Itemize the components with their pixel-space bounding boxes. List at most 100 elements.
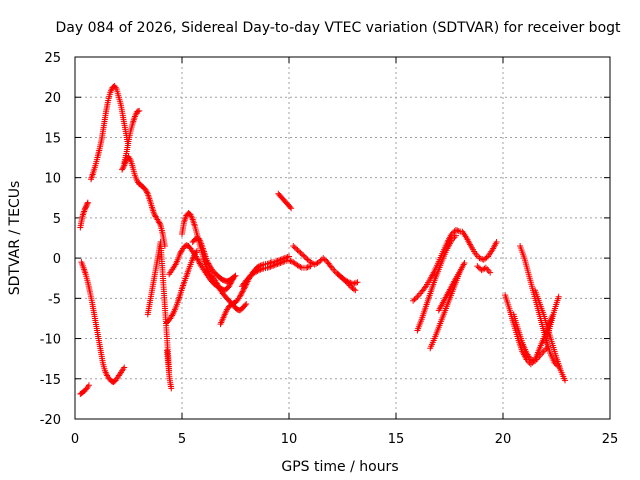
data-point — [411, 296, 418, 303]
data-point — [288, 205, 295, 212]
data-point — [268, 263, 275, 270]
data-markers — [77, 82, 569, 398]
data-point — [303, 255, 310, 262]
y-tick-label: 20 — [44, 91, 61, 106]
data-point — [205, 260, 212, 267]
data-point — [156, 220, 163, 227]
data-point — [410, 297, 417, 304]
data-point — [297, 263, 304, 270]
data-point — [287, 204, 294, 211]
chart-title: Day 084 of 2026, Sidereal Day-to-day VTE… — [55, 20, 621, 36]
series-seg9 — [164, 347, 175, 392]
data-point — [412, 295, 419, 302]
data-point — [351, 280, 358, 287]
data-point — [479, 256, 486, 263]
series-seg23 — [459, 228, 500, 263]
data-point — [144, 189, 151, 196]
data-point — [196, 260, 203, 267]
series-seg7 — [136, 180, 168, 250]
data-point — [530, 357, 537, 364]
series-seg13 — [189, 235, 239, 285]
x-axis-label: GPS time / hours — [281, 459, 398, 475]
data-point — [242, 302, 249, 309]
data-point — [452, 232, 459, 239]
data-point — [143, 188, 150, 195]
data-point — [239, 288, 246, 295]
series-seg28 — [532, 287, 569, 384]
series-seg20 — [414, 232, 459, 334]
data-point — [298, 251, 305, 258]
data-point — [481, 265, 488, 272]
data-point — [267, 263, 274, 270]
data-point — [84, 200, 91, 207]
x-tick-label: 20 — [495, 432, 512, 447]
data-point — [193, 247, 200, 254]
y-tick-label: 0 — [53, 252, 61, 267]
data-point — [151, 212, 158, 219]
data-point — [168, 385, 175, 392]
data-point — [194, 256, 201, 263]
data-point — [562, 377, 569, 384]
series-seg24 — [474, 263, 494, 276]
y-axis-label: SDTVAR / TECUs — [7, 181, 23, 296]
data-point — [136, 107, 143, 114]
data-point — [273, 261, 280, 268]
data-point — [195, 257, 202, 264]
data-point — [286, 257, 292, 264]
data-point — [266, 264, 273, 271]
data-point — [226, 281, 233, 288]
data-point — [450, 229, 457, 236]
data-point — [321, 256, 328, 263]
data-point — [487, 269, 494, 276]
series-seg1 — [77, 199, 91, 231]
y-tick-label: 10 — [44, 172, 61, 187]
data-point — [303, 264, 310, 271]
series-seg4 — [88, 82, 131, 183]
data-point — [455, 228, 462, 235]
data-point — [254, 267, 261, 274]
data-point — [196, 259, 203, 266]
data-point — [242, 279, 249, 286]
series-seg3 — [78, 259, 128, 385]
data-point — [257, 266, 264, 273]
data-point — [169, 312, 176, 319]
data-point — [293, 245, 300, 252]
data-point — [421, 284, 428, 291]
data-point — [304, 264, 311, 271]
data-point — [142, 186, 149, 193]
data-point — [336, 272, 343, 279]
data-point — [448, 230, 455, 237]
data-point — [474, 263, 481, 270]
data-point — [238, 289, 245, 296]
data-point — [204, 259, 211, 266]
y-tick-label: -10 — [40, 333, 61, 348]
data-point — [476, 255, 483, 262]
y-tick-label: 15 — [44, 131, 61, 146]
x-tick-label: 0 — [71, 432, 79, 447]
data-point — [555, 293, 562, 300]
data-point — [301, 253, 308, 260]
data-point — [232, 272, 239, 279]
data-point — [294, 247, 301, 254]
data-point — [529, 357, 536, 364]
data-point — [276, 260, 283, 267]
data-point — [297, 249, 304, 256]
series-seg17 — [290, 243, 361, 287]
data-point — [156, 219, 163, 226]
data-point — [335, 271, 342, 278]
x-tick-label: 25 — [602, 432, 619, 447]
data-point — [176, 251, 183, 258]
data-point — [454, 227, 461, 234]
data-point — [270, 262, 277, 269]
data-point — [121, 364, 128, 371]
data-point — [342, 277, 349, 284]
data-point — [151, 210, 158, 217]
data-point — [280, 258, 287, 265]
plot-frame — [74, 56, 611, 420]
x-tick-label: 10 — [281, 432, 298, 447]
data-point — [278, 259, 285, 266]
data-point — [317, 257, 324, 264]
data-point — [291, 244, 298, 251]
x-tick-label: 15 — [388, 432, 405, 447]
